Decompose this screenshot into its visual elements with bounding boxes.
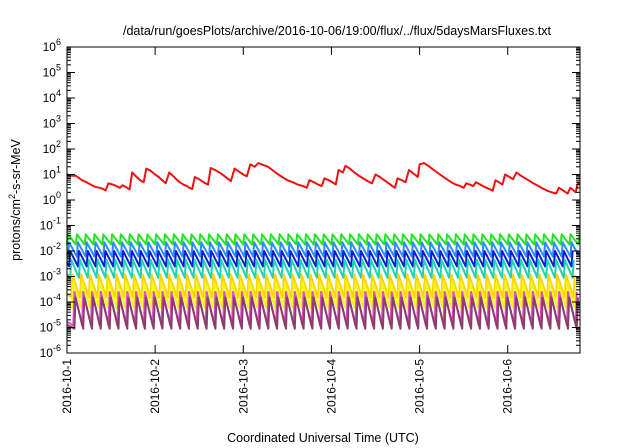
y-tick-label: 105 — [43, 63, 61, 80]
y-tick-label: 10-4 — [40, 292, 61, 309]
x-tick-label: 2016-10-1 — [60, 359, 74, 414]
y-tick-label: 106 — [43, 37, 61, 54]
x-tick-label: 2016-10-6 — [501, 359, 515, 414]
chart-title: /data/run/goesPlots/archive/2016-10-06/1… — [123, 24, 552, 38]
x-tick-label: 2016-10-2 — [148, 359, 162, 414]
y-tick-label: 104 — [43, 88, 61, 105]
sawtooth-series-line-3 — [66, 250, 574, 268]
y-tick-label: 103 — [43, 114, 61, 131]
x-axis-ticks: 2016-10-1 2016-10-2 2016-10-3 2016-10-4 2016… — [60, 47, 515, 414]
x-tick-label: 2016-10-5 — [413, 359, 427, 414]
x-tick-label: 2016-10-3 — [236, 359, 250, 414]
y-axis-label: protons/cm2-s-sr-MeV — [7, 138, 23, 260]
y-tick-label: 10-5 — [40, 318, 61, 335]
y-tick-label: 10-2 — [40, 241, 61, 258]
series-layer — [66, 162, 581, 330]
y-tick-label: 100 — [43, 190, 61, 207]
y-tick-label: 10-6 — [40, 343, 61, 360]
sawtooth-series-line-8 — [66, 296, 579, 330]
sawtooth-series-line-6 — [66, 281, 577, 309]
main-flux-series-line — [66, 162, 581, 195]
y-tick-label: 101 — [43, 165, 61, 182]
y-tick-label: 10-3 — [40, 267, 61, 284]
y-tick-label: 10-1 — [40, 216, 61, 233]
x-axis-label: Coordinated Universal Time (UTC) — [227, 431, 419, 445]
y-axis-ticks: 10-6 10-5 10-4 10-3 10-2 10-1 100 101 102 103 104 1… — [40, 37, 580, 360]
sawtooth-series-line-2 — [66, 241, 581, 258]
sawtooth-series-line-5 — [66, 273, 576, 299]
y-tick-label: 102 — [43, 139, 61, 156]
x-tick-label: 2016-10-4 — [324, 359, 338, 414]
sawtooth-series-line-4 — [66, 258, 575, 279]
sawtooth-series-line-1 — [66, 233, 581, 246]
